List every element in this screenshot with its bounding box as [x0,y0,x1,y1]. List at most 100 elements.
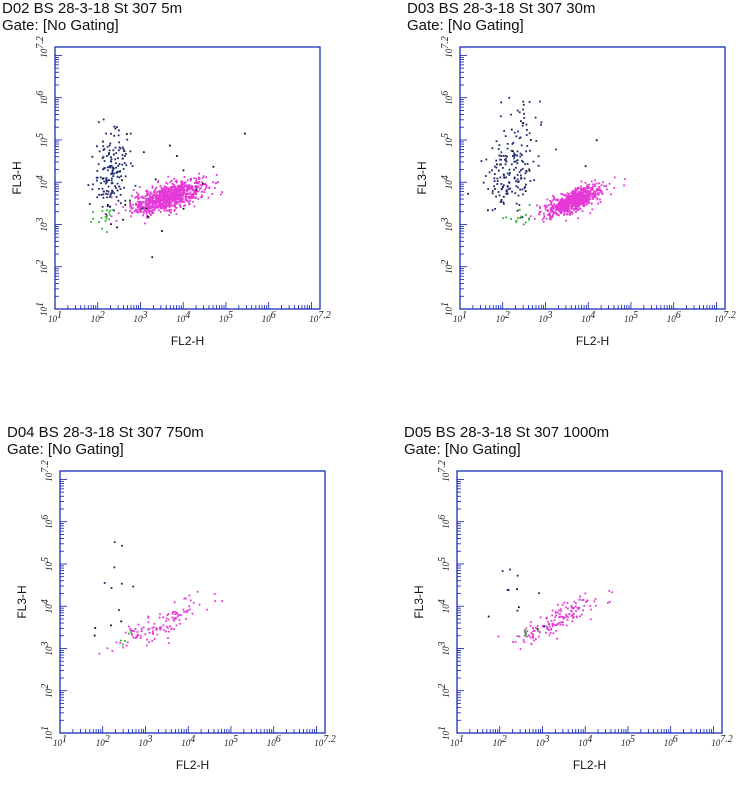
data-point [493,180,496,182]
data-point [188,184,191,187]
data-point [545,631,547,634]
data-point [572,189,575,192]
data-point [555,208,558,211]
data-point [572,617,575,619]
data-point [503,174,505,177]
data-point [510,218,512,220]
data-point [556,637,558,640]
data-point [171,189,174,192]
data-point [480,160,483,162]
data-point [135,196,138,199]
data-point [566,200,569,202]
data-point [542,220,545,223]
data-point [606,601,609,604]
data-point [559,199,562,202]
data-point [179,197,182,200]
data-point [557,203,560,205]
data-point [521,193,524,196]
data-point [585,203,588,206]
data-point [113,192,116,195]
data-point [593,183,596,186]
data-point [515,166,517,169]
data-point [170,192,172,195]
data-point [491,147,494,150]
data-point [571,620,574,623]
data-point [559,212,562,215]
data-point [557,206,559,208]
data-point [499,115,502,118]
data-point [518,171,521,174]
data-point [152,197,155,199]
data-point [195,188,198,191]
data-point [600,190,603,192]
data-point [163,188,166,191]
data-point [105,213,108,216]
x-tick-label: 101 [48,310,62,324]
data-point [547,213,549,216]
data-point [576,606,579,609]
data-point [582,598,585,601]
data-point [159,184,162,187]
data-point [172,183,175,186]
data-point [521,216,524,219]
data-point [502,173,505,176]
data-point [198,187,201,190]
data-point [513,157,516,160]
data-point [204,187,207,189]
data-point [173,617,176,620]
data-point [504,158,506,161]
data-point [154,197,157,199]
data-point [190,179,192,182]
data-point [585,187,588,189]
y-tick-label: 104 [437,599,451,613]
data-point [572,205,575,207]
data-point [528,634,531,637]
data-point [193,191,196,194]
data-point [514,180,517,183]
data-point [491,192,494,195]
data-point [125,164,128,167]
data-point [594,194,597,197]
data-point [151,196,154,198]
data-point [170,196,173,199]
x-tick-label: 103 [138,734,152,748]
data-point [552,213,554,216]
data-point [105,179,108,182]
data-point [142,151,145,154]
data-point [195,177,198,180]
data-point [112,209,115,211]
data-point [608,590,611,592]
data-point [126,138,129,141]
data-point [146,216,148,219]
data-point [613,187,616,189]
data-point [539,207,542,210]
data-point [145,644,148,647]
data-point [559,206,562,209]
data-point [116,171,119,173]
data-point [518,204,521,206]
data-point [528,132,531,135]
data-point [173,193,176,196]
data-point [585,600,588,603]
data-point [121,643,124,646]
data-point [129,627,132,630]
data-point [166,199,169,202]
data-point [585,199,588,202]
data-point [105,181,108,184]
data-point [154,200,157,202]
data-point [96,176,99,179]
data-point [594,196,597,199]
data-point [109,160,112,163]
data-point [180,183,183,186]
data-point [173,184,175,187]
data-point [110,158,113,161]
data-point [555,212,558,215]
data-point [572,616,575,618]
data-point [170,201,173,204]
data-point [181,197,183,200]
data-point [510,128,513,131]
data-point [120,175,123,178]
data-point [213,593,216,595]
data-point [134,628,137,630]
y-tick-label: 101 [437,726,451,740]
